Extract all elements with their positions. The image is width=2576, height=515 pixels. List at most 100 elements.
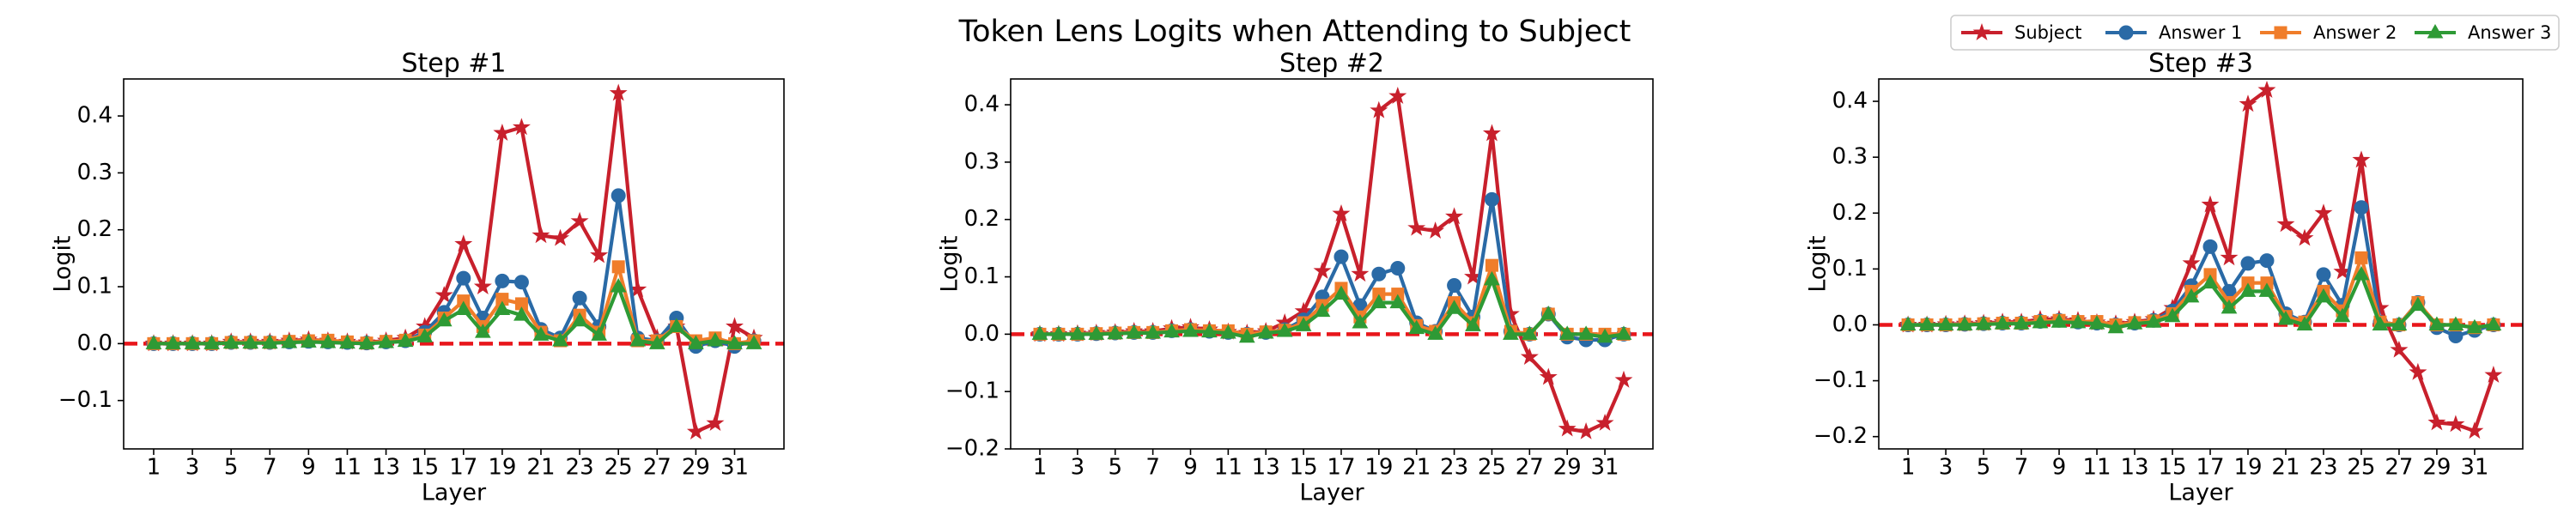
marker <box>513 306 530 321</box>
marker <box>2353 265 2370 281</box>
marker <box>2427 413 2446 431</box>
marker <box>648 335 665 349</box>
marker <box>2446 415 2465 433</box>
marker <box>2447 316 2464 330</box>
plot-frame <box>1010 78 1654 450</box>
marker <box>1994 315 2011 330</box>
marker <box>184 335 201 349</box>
marker <box>455 300 472 316</box>
marker <box>1314 302 1331 318</box>
y-tick-label: −0.2 <box>945 436 999 462</box>
marker <box>591 326 607 341</box>
marker <box>2050 313 2068 328</box>
y-tick-label: 0.3 <box>77 160 112 185</box>
marker <box>726 335 743 349</box>
marker <box>2201 195 2220 213</box>
marker <box>2107 318 2124 334</box>
marker <box>2126 315 2143 330</box>
marker <box>532 226 550 244</box>
x-tick-label: 9 <box>2052 455 2067 481</box>
marker <box>1577 325 1595 340</box>
marker <box>2390 340 2409 358</box>
marker <box>1031 325 1048 340</box>
marker <box>1182 323 1199 337</box>
y-tick-label: −0.1 <box>1814 367 1868 393</box>
x-tick-label: 7 <box>263 455 277 481</box>
marker <box>2276 215 2295 233</box>
marker <box>1445 207 1464 225</box>
x-tick-label: 19 <box>1364 455 1393 481</box>
x-tick-label: 17 <box>1327 455 1355 481</box>
marker <box>493 123 512 141</box>
x-tick-label: 21 <box>1402 455 1431 481</box>
y-tick-label: 0.4 <box>77 103 112 129</box>
marker <box>2220 248 2239 266</box>
marker <box>2259 253 2275 269</box>
y-axis-label: Logit <box>50 235 76 292</box>
marker <box>2354 251 2368 264</box>
x-tick-label: 19 <box>488 455 516 481</box>
marker <box>2069 313 2087 329</box>
x-tick-label: 5 <box>1977 455 1991 481</box>
marker <box>1050 325 1067 340</box>
marker <box>570 211 589 229</box>
marker <box>378 333 394 348</box>
y-tick-label: 0.3 <box>1832 144 1868 170</box>
marker <box>165 335 181 349</box>
x-tick-label: 31 <box>1591 455 1619 481</box>
x-tick-label: 9 <box>301 455 316 481</box>
marker <box>1257 324 1274 339</box>
y-tick-label: −0.1 <box>58 387 112 413</box>
marker <box>513 275 529 290</box>
x-tick-label: 3 <box>1939 455 1953 481</box>
y-tick-label: 0.1 <box>77 274 112 300</box>
marker <box>572 290 587 306</box>
marker <box>434 285 453 303</box>
x-tick-label: 31 <box>720 455 749 481</box>
marker <box>1540 305 1557 320</box>
series-line <box>1040 94 1625 434</box>
x-axis-label: Layer <box>1299 480 1364 506</box>
x-tick-label: 23 <box>1440 455 1468 481</box>
y-tick-label: −0.1 <box>945 379 999 404</box>
y-tick-label: 0.0 <box>1832 312 1868 337</box>
marker <box>2372 316 2389 330</box>
x-tick-label: 23 <box>2309 455 2337 481</box>
marker <box>358 335 375 349</box>
marker <box>1390 261 1406 276</box>
marker <box>1145 324 1161 339</box>
marker <box>301 333 317 348</box>
legend-frame <box>1950 15 2560 51</box>
marker <box>610 278 627 293</box>
legend <box>1950 15 2560 51</box>
x-tick-label: 29 <box>1553 455 1582 481</box>
marker <box>1238 328 1255 343</box>
x-tick-label: 3 <box>185 455 200 481</box>
marker <box>2164 307 2181 323</box>
x-axis-label: Layer <box>422 480 487 506</box>
x-tick-label: 31 <box>2460 455 2488 481</box>
marker <box>473 276 492 294</box>
x-tick-label: 25 <box>2347 455 2375 481</box>
y-tick-label: 0.4 <box>964 92 999 118</box>
marker <box>2295 228 2314 246</box>
marker <box>2182 253 2201 271</box>
marker <box>2221 299 2238 314</box>
marker <box>1596 328 1613 343</box>
marker <box>454 234 473 252</box>
marker <box>1956 316 1973 330</box>
marker <box>2316 267 2331 282</box>
marker <box>2277 310 2294 325</box>
legend-marker <box>2118 25 2134 40</box>
series-line <box>154 91 756 434</box>
legend-marker <box>2427 23 2444 39</box>
series-line <box>1908 88 2495 433</box>
x-tick-label: 5 <box>1108 455 1122 481</box>
x-tick-label: 17 <box>2196 455 2224 481</box>
y-axis-label: Logit <box>937 235 963 292</box>
marker <box>686 422 705 440</box>
marker <box>2409 362 2427 380</box>
marker <box>2296 316 2313 330</box>
marker <box>397 332 414 348</box>
